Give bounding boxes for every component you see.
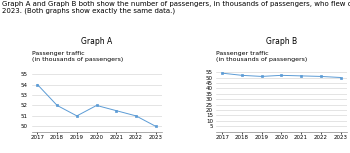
Title: Graph A: Graph A <box>81 37 112 46</box>
Title: Graph B: Graph B <box>266 37 297 46</box>
Text: Passenger traffic
(in thousands of passengers): Passenger traffic (in thousands of passe… <box>32 51 123 62</box>
Text: Graph A and Graph B both show the number of passengers, in thousands of passenge: Graph A and Graph B both show the number… <box>2 1 350 14</box>
Text: Passenger traffic
(in thousands of passengers): Passenger traffic (in thousands of passe… <box>216 51 308 62</box>
